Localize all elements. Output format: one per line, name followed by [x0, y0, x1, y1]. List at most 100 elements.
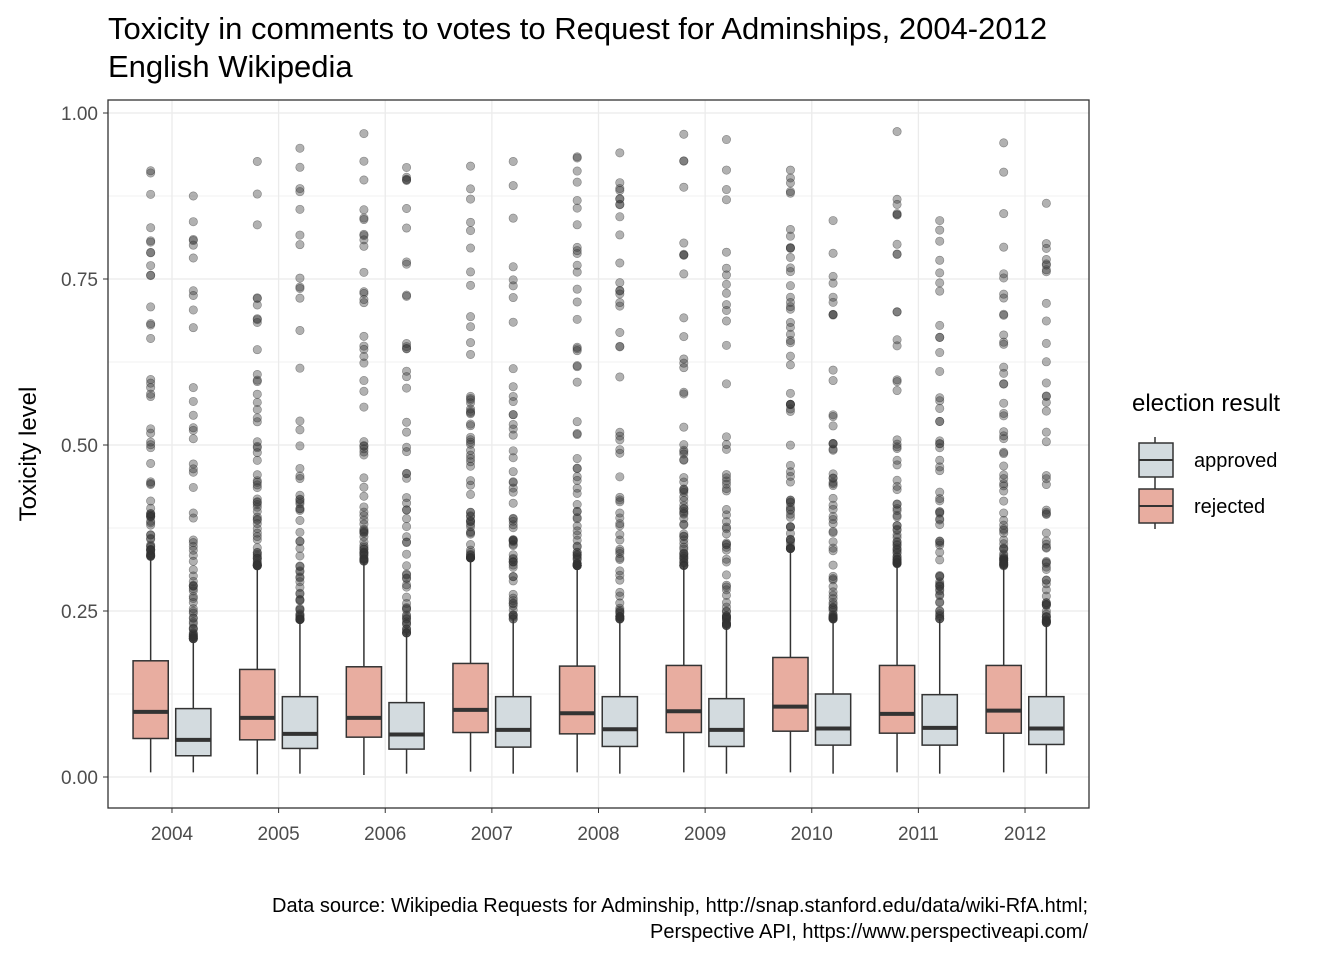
outlier-point	[935, 581, 945, 591]
outlier-point	[935, 255, 945, 265]
outlier-point	[679, 496, 689, 506]
outlier-point	[188, 535, 198, 545]
outlier-point	[402, 592, 412, 602]
outlier-point	[466, 489, 476, 499]
iqr-box	[1028, 695, 1065, 746]
outlier-point	[721, 316, 731, 326]
outlier-point	[1041, 564, 1051, 574]
outlier-point	[1041, 598, 1051, 608]
outlier-point	[935, 366, 945, 376]
outlier-point	[466, 450, 476, 460]
outlier-point	[359, 175, 369, 185]
outlier-point	[252, 477, 262, 487]
outlier-point	[572, 499, 582, 509]
outlier-point	[828, 216, 838, 226]
outlier-point	[252, 497, 262, 507]
outlier-point	[935, 278, 945, 288]
outlier-point	[999, 470, 1009, 480]
outlier-point	[572, 297, 582, 307]
outlier-point	[615, 544, 625, 554]
outlier-point	[679, 535, 689, 545]
outlier-point	[935, 455, 945, 465]
outlier-point	[188, 410, 198, 420]
outlier-point	[146, 248, 156, 258]
outlier-point	[935, 591, 945, 601]
outlier-point	[1041, 528, 1051, 538]
outlier-point	[146, 378, 156, 388]
outlier-point	[785, 535, 795, 545]
outlier-point	[828, 421, 838, 431]
outlier-point	[508, 535, 518, 545]
outlier-point	[935, 514, 945, 524]
iqr-box	[878, 664, 916, 734]
outlier-point	[252, 397, 262, 407]
approved-box-2011	[921, 216, 959, 774]
outlier-point	[572, 417, 582, 427]
outlier-point	[1041, 391, 1051, 401]
outlier-point	[679, 506, 689, 516]
outlier-point	[1041, 601, 1051, 611]
outlier-point	[615, 492, 625, 502]
outlier-point	[999, 551, 1009, 561]
outlier-point	[679, 422, 689, 432]
outlier-point	[252, 375, 262, 385]
outlier-point	[1041, 378, 1051, 388]
outlier-point	[1041, 575, 1051, 585]
outlier-point	[828, 515, 838, 525]
outlier-point	[466, 280, 476, 290]
outlier-point	[615, 431, 625, 441]
outlier-point	[508, 477, 518, 487]
outlier-point	[295, 204, 305, 214]
iqr-box	[665, 664, 703, 734]
outlier-point	[1041, 509, 1051, 519]
outlier-point	[615, 148, 625, 158]
outlier-point	[572, 463, 582, 473]
outlier-point	[572, 267, 582, 277]
outlier-point	[508, 598, 518, 608]
outlier-point	[572, 342, 582, 352]
outlier-point	[1041, 316, 1051, 326]
outlier-point	[252, 506, 262, 516]
outlier-point	[572, 260, 582, 270]
outlier-point	[188, 571, 198, 581]
outlier-point	[295, 582, 305, 592]
caption-line1: Data source: Wikipedia Requests for Admi…	[272, 895, 1088, 917]
outlier-point	[508, 562, 518, 572]
outlier-point	[572, 242, 582, 252]
rejected-box-2005	[238, 156, 276, 775]
outlier-point	[892, 521, 902, 531]
outlier-point	[572, 430, 582, 440]
outlier-point	[466, 522, 476, 532]
outlier-point	[828, 543, 838, 553]
outlier-point	[615, 495, 625, 505]
outlier-point	[999, 339, 1009, 349]
outlier-point	[295, 537, 305, 547]
outlier-point	[892, 435, 902, 445]
iqr-box	[281, 695, 319, 750]
outlier-point	[252, 483, 262, 493]
legend-title: election result	[1132, 390, 1280, 417]
outlier-point	[295, 282, 305, 292]
outlier-point	[999, 167, 1009, 177]
outlier-point	[721, 570, 731, 580]
outlier-point	[466, 529, 476, 539]
outlier-point	[466, 391, 476, 401]
outlier-point	[892, 199, 902, 209]
iqr-box	[772, 656, 809, 732]
outlier-point	[359, 341, 369, 351]
outlier-point	[572, 346, 582, 356]
outlier-point	[785, 335, 795, 345]
outlier-point	[999, 330, 1009, 340]
outlier-point	[1041, 536, 1051, 546]
outlier-point	[359, 444, 369, 454]
outlier-point	[402, 580, 412, 590]
outlier-point	[466, 312, 476, 322]
outlier-point	[466, 393, 476, 403]
outlier-point	[935, 507, 945, 517]
outlier-point	[679, 554, 689, 564]
y-tick-label: 0.50	[61, 436, 98, 457]
outlier-point	[679, 542, 689, 552]
outlier-point	[252, 532, 262, 542]
outlier-point	[615, 298, 625, 308]
outlier-point	[295, 143, 305, 153]
